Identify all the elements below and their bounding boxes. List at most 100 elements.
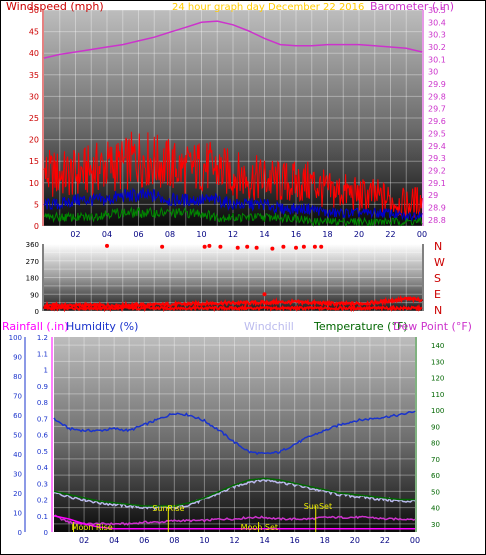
direction-point (218, 244, 223, 249)
barometer-tick-label: 29 (428, 191, 438, 200)
temp-x-tick-label: 00 (410, 536, 420, 545)
lowest-series-line (43, 206, 423, 227)
direction-band-line (43, 303, 423, 313)
direction-letter-n-top: N (434, 240, 442, 253)
temp-x-tick-label: 08 (169, 536, 179, 545)
wind-x-tick-label: 16 (291, 230, 301, 239)
direction-letter-w: W (434, 256, 445, 269)
humidity-tick-label: 10 (13, 510, 22, 518)
windspeed-tick-label: 25 (29, 114, 39, 123)
rainfall-tick-label: 0.9 (37, 383, 48, 391)
rainfall-tick-label: 1 (44, 367, 48, 375)
rainfall-tick-label: 0.5 (37, 448, 48, 456)
direction-tick-label: 360 (26, 241, 39, 249)
barometer-tick-label: 30.2 (428, 43, 446, 52)
average-series-line (43, 187, 423, 222)
barometer-tick-label: 29.2 (428, 166, 446, 175)
temp-x-tick-label: 02 (79, 536, 89, 545)
direction-letter-e: E (434, 288, 441, 301)
direction-point (202, 244, 207, 249)
windspeed-tick-label: 20 (29, 136, 39, 145)
barometer-tick-label: 28.9 (428, 203, 446, 212)
temperature-series-line (53, 477, 415, 507)
temperature-tick-label: 110 (431, 391, 444, 399)
temperature-tick-label: 100 (431, 407, 444, 415)
temperature-tick-label: 30 (431, 521, 440, 529)
direction-point (319, 244, 324, 249)
rainfall-tick-label: 0.6 (37, 432, 49, 440)
wind-x-tick-label: 10 (196, 230, 206, 239)
direction-point (245, 244, 250, 249)
direction-point (105, 243, 109, 248)
rainfall-tick-label: 0.3 (37, 480, 48, 488)
direction-letter-s: S (434, 272, 441, 285)
temperature-tick-label: 140 (431, 342, 444, 350)
chart-date: December 22 2016 (268, 2, 364, 13)
temperature-axis-title: Temperature (°F) (313, 320, 408, 333)
humidity-tick-label: 30 (13, 471, 22, 479)
windspeed-tick-label: 50 (29, 6, 39, 15)
temperature-tick-label: 120 (431, 375, 444, 383)
temp-x-tick-label: 10 (199, 536, 209, 545)
humidity-tick-label: 100 (9, 334, 22, 342)
temperature-tick-label: 80 (431, 440, 440, 448)
moonset-label: Moon Set (241, 523, 278, 532)
humidity-tick-label: 0 (18, 529, 22, 537)
windspeed-tick-label: 40 (29, 49, 39, 58)
moonrise-label: Moon Rise (72, 523, 113, 532)
temp-x-tick-label: 14 (259, 536, 269, 545)
barometer-tick-label: 29.4 (428, 142, 446, 151)
humidity-series-line (53, 410, 416, 456)
direction-point (301, 244, 306, 249)
temp-x-tick-label: 16 (290, 536, 300, 545)
wind-x-tick-label: 02 (70, 230, 80, 239)
direction-point (270, 246, 275, 251)
direction-point (281, 244, 286, 249)
barometer-tick-label: 30.4 (428, 18, 446, 27)
rainfall-tick-label: 0 (44, 529, 48, 537)
rainfall-series-line (53, 515, 415, 530)
humidity-tick-label: 80 (13, 373, 22, 381)
humidity-tick-label: 90 (13, 354, 22, 362)
chart-title: 24 hour graph day (172, 2, 265, 13)
direction-plot-area (44, 244, 422, 311)
direction-point (254, 245, 259, 250)
rainfall-tick-label: 0.1 (37, 513, 48, 521)
humidity-tick-label: 60 (13, 412, 22, 420)
direction-letter-n-bottom: N (434, 304, 442, 317)
temp-x-tick-label: 20 (350, 536, 360, 545)
temperature-tick-label: 130 (431, 358, 444, 366)
rainfall-tick-label: 0.2 (37, 497, 48, 505)
barometer-tick-label: 29.9 (428, 80, 446, 89)
windspeed-tick-label: 0 (34, 222, 39, 231)
direction-letters: N W S E N (434, 240, 445, 317)
temp-x-tick-label: 22 (380, 536, 390, 545)
barometer-tick-label: 29.6 (428, 117, 446, 126)
rainfall-tick-label: 0.7 (37, 415, 48, 423)
direction-band-line (43, 294, 423, 311)
sunrise-label: SunRise (152, 504, 184, 513)
temperature-plot-area (54, 337, 415, 532)
temperature-tick-label: 90 (431, 423, 440, 431)
barometer-tick-label: 30.3 (428, 31, 446, 40)
direction-tick-label: 0 (35, 308, 39, 316)
humidity-tick-label: 50 (13, 432, 22, 440)
temp-x-tick-label: 18 (320, 536, 330, 545)
direction-point (207, 243, 212, 248)
windspeed-tick-label: 10 (29, 179, 39, 188)
direction-tick-label: 90 (30, 291, 39, 299)
temp-x-tick-label: 04 (109, 536, 119, 545)
barometer-tick-label: 29.8 (428, 92, 446, 101)
barometer-tick-label: 30 (428, 68, 438, 77)
dewpoint-series-line (53, 514, 416, 526)
temperature-tick-label: 60 (431, 472, 440, 480)
rainfall-tick-label: 1.1 (37, 350, 48, 358)
windchill-legend: Windchill (244, 320, 294, 333)
barometer-series-line (43, 20, 423, 59)
wind-x-tick-label: 12 (228, 230, 238, 239)
dewpoint-axis-title: Dew Point (°F) (393, 320, 472, 333)
direction-tick-label: 180 (26, 275, 39, 283)
rainfall-tick-label: 0.8 (37, 399, 48, 407)
wind-x-tick-label: 06 (133, 230, 143, 239)
